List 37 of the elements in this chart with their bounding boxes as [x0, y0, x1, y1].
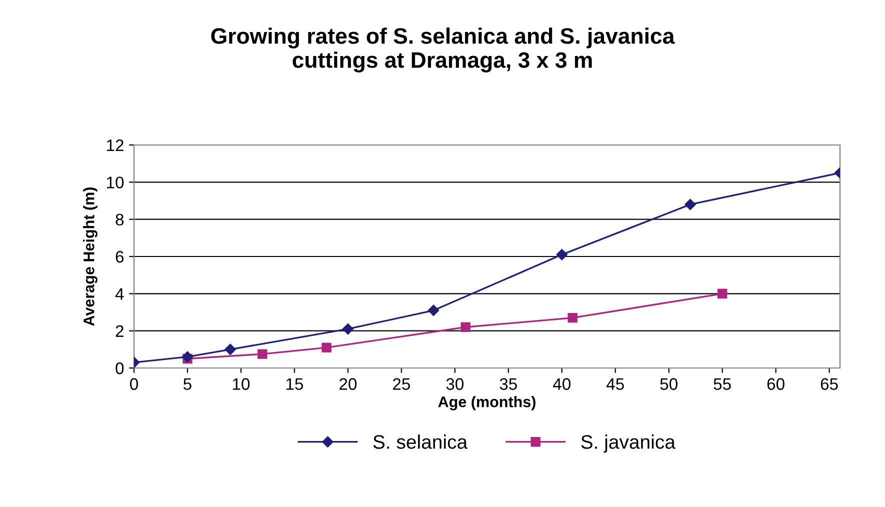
x-tick-label: 0 — [130, 378, 138, 390]
x-tick-label: 30 — [446, 378, 464, 390]
legend-label: S. javanica — [581, 434, 676, 453]
point — [568, 312, 578, 323]
y-axis-title: Average Height (m) — [83, 188, 98, 326]
x-tick-label: 15 — [286, 378, 304, 390]
legend-label: S. selanica — [373, 434, 468, 449]
point — [322, 342, 332, 352]
y-tick-label: 12 — [107, 139, 124, 152]
x-tick-label: 20 — [340, 378, 357, 390]
x-tick-label: 60 — [767, 378, 784, 390]
x-tick-label: 40 — [552, 378, 570, 390]
y-tick-label: 0 — [116, 362, 124, 374]
x-tick-label: 65 — [820, 378, 838, 390]
point — [258, 349, 268, 359]
point — [182, 351, 194, 362]
y-tick-label: 2 — [116, 325, 124, 337]
point — [428, 304, 440, 316]
y-tick-label: 8 — [116, 214, 124, 226]
y-tick-label: 6 — [116, 250, 124, 263]
x-tick-label: 10 — [232, 378, 250, 390]
x-tick-label: 25 — [392, 378, 410, 390]
x-axis-title: Age (months) — [438, 396, 536, 410]
chart-title: Growing rates of S. selanica and S. javanica cuttings at Dramaga, 3 x 3 m — [211, 28, 675, 72]
x-tick-label: 55 — [714, 378, 731, 390]
x-tick-label: 35 — [500, 378, 517, 390]
x-tick-label: 45 — [606, 378, 624, 390]
point — [684, 198, 696, 210]
x-tick-label: 5 — [184, 378, 192, 390]
point — [556, 249, 568, 260]
y-tick-label: 4 — [115, 288, 124, 300]
point — [717, 288, 728, 299]
x-tick-label: 50 — [660, 378, 678, 390]
point — [342, 323, 354, 335]
point — [224, 344, 236, 356]
y-tick-label: 10 — [107, 176, 124, 188]
point — [460, 322, 470, 332]
